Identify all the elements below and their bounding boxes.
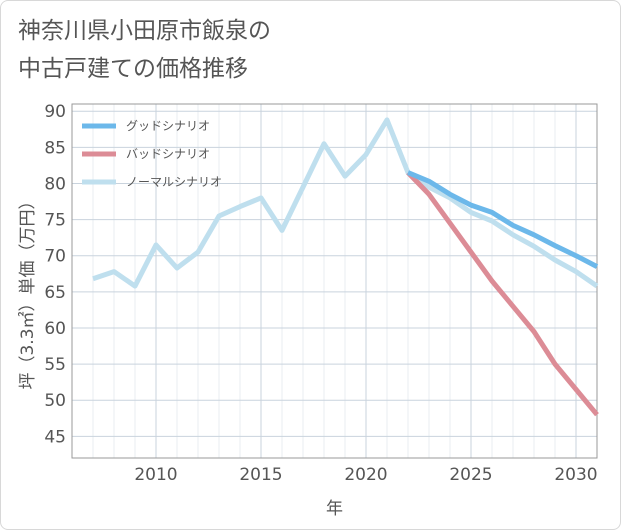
x-tick-label: 2010 xyxy=(134,465,177,485)
y-tick-label: 50 xyxy=(44,391,66,411)
y-tick-label: 60 xyxy=(44,319,66,339)
y-tick-label: 65 xyxy=(44,283,66,303)
x-tick-label: 2025 xyxy=(449,465,492,485)
grid xyxy=(72,104,597,458)
y-tick-label: 75 xyxy=(44,211,66,231)
y-tick-label: 70 xyxy=(44,247,66,267)
x-tick-label: 2015 xyxy=(239,465,282,485)
y-tick-label: 85 xyxy=(44,138,66,158)
y-tick-label: 90 xyxy=(44,102,66,122)
series-line xyxy=(406,170,599,417)
y-tick-label: 80 xyxy=(44,174,66,194)
chart-title-line-1: 神奈川県小田原市飯泉の xyxy=(18,18,271,44)
legend-label: グッドシナリオ xyxy=(126,119,210,133)
chart-title-line-2: 中古戸建ての価格推移 xyxy=(18,56,248,82)
chart-title: 神奈川県小田原市飯泉の 中古戸建ての価格推移 xyxy=(18,12,271,88)
series-lines xyxy=(92,117,599,417)
tick-labels: 45 50 55 60 65 70 75 80 85 90 2010 2015 2020 2025 2030 xyxy=(44,102,597,485)
legend-label: バッドシナリオ xyxy=(126,147,210,161)
series-line xyxy=(92,117,599,289)
legend-label: ノーマルシナリオ xyxy=(126,175,222,189)
series-line xyxy=(407,170,599,269)
y-axis-label: 坪（3.3㎡）単価（万円） xyxy=(18,192,38,389)
x-tick-label: 2030 xyxy=(554,465,597,485)
x-axis-label: 年 xyxy=(326,499,343,519)
y-tick-label: 45 xyxy=(44,427,66,447)
plot-area xyxy=(71,103,598,459)
x-tick-label: 2020 xyxy=(344,465,387,485)
y-tick-label: 55 xyxy=(44,355,66,375)
